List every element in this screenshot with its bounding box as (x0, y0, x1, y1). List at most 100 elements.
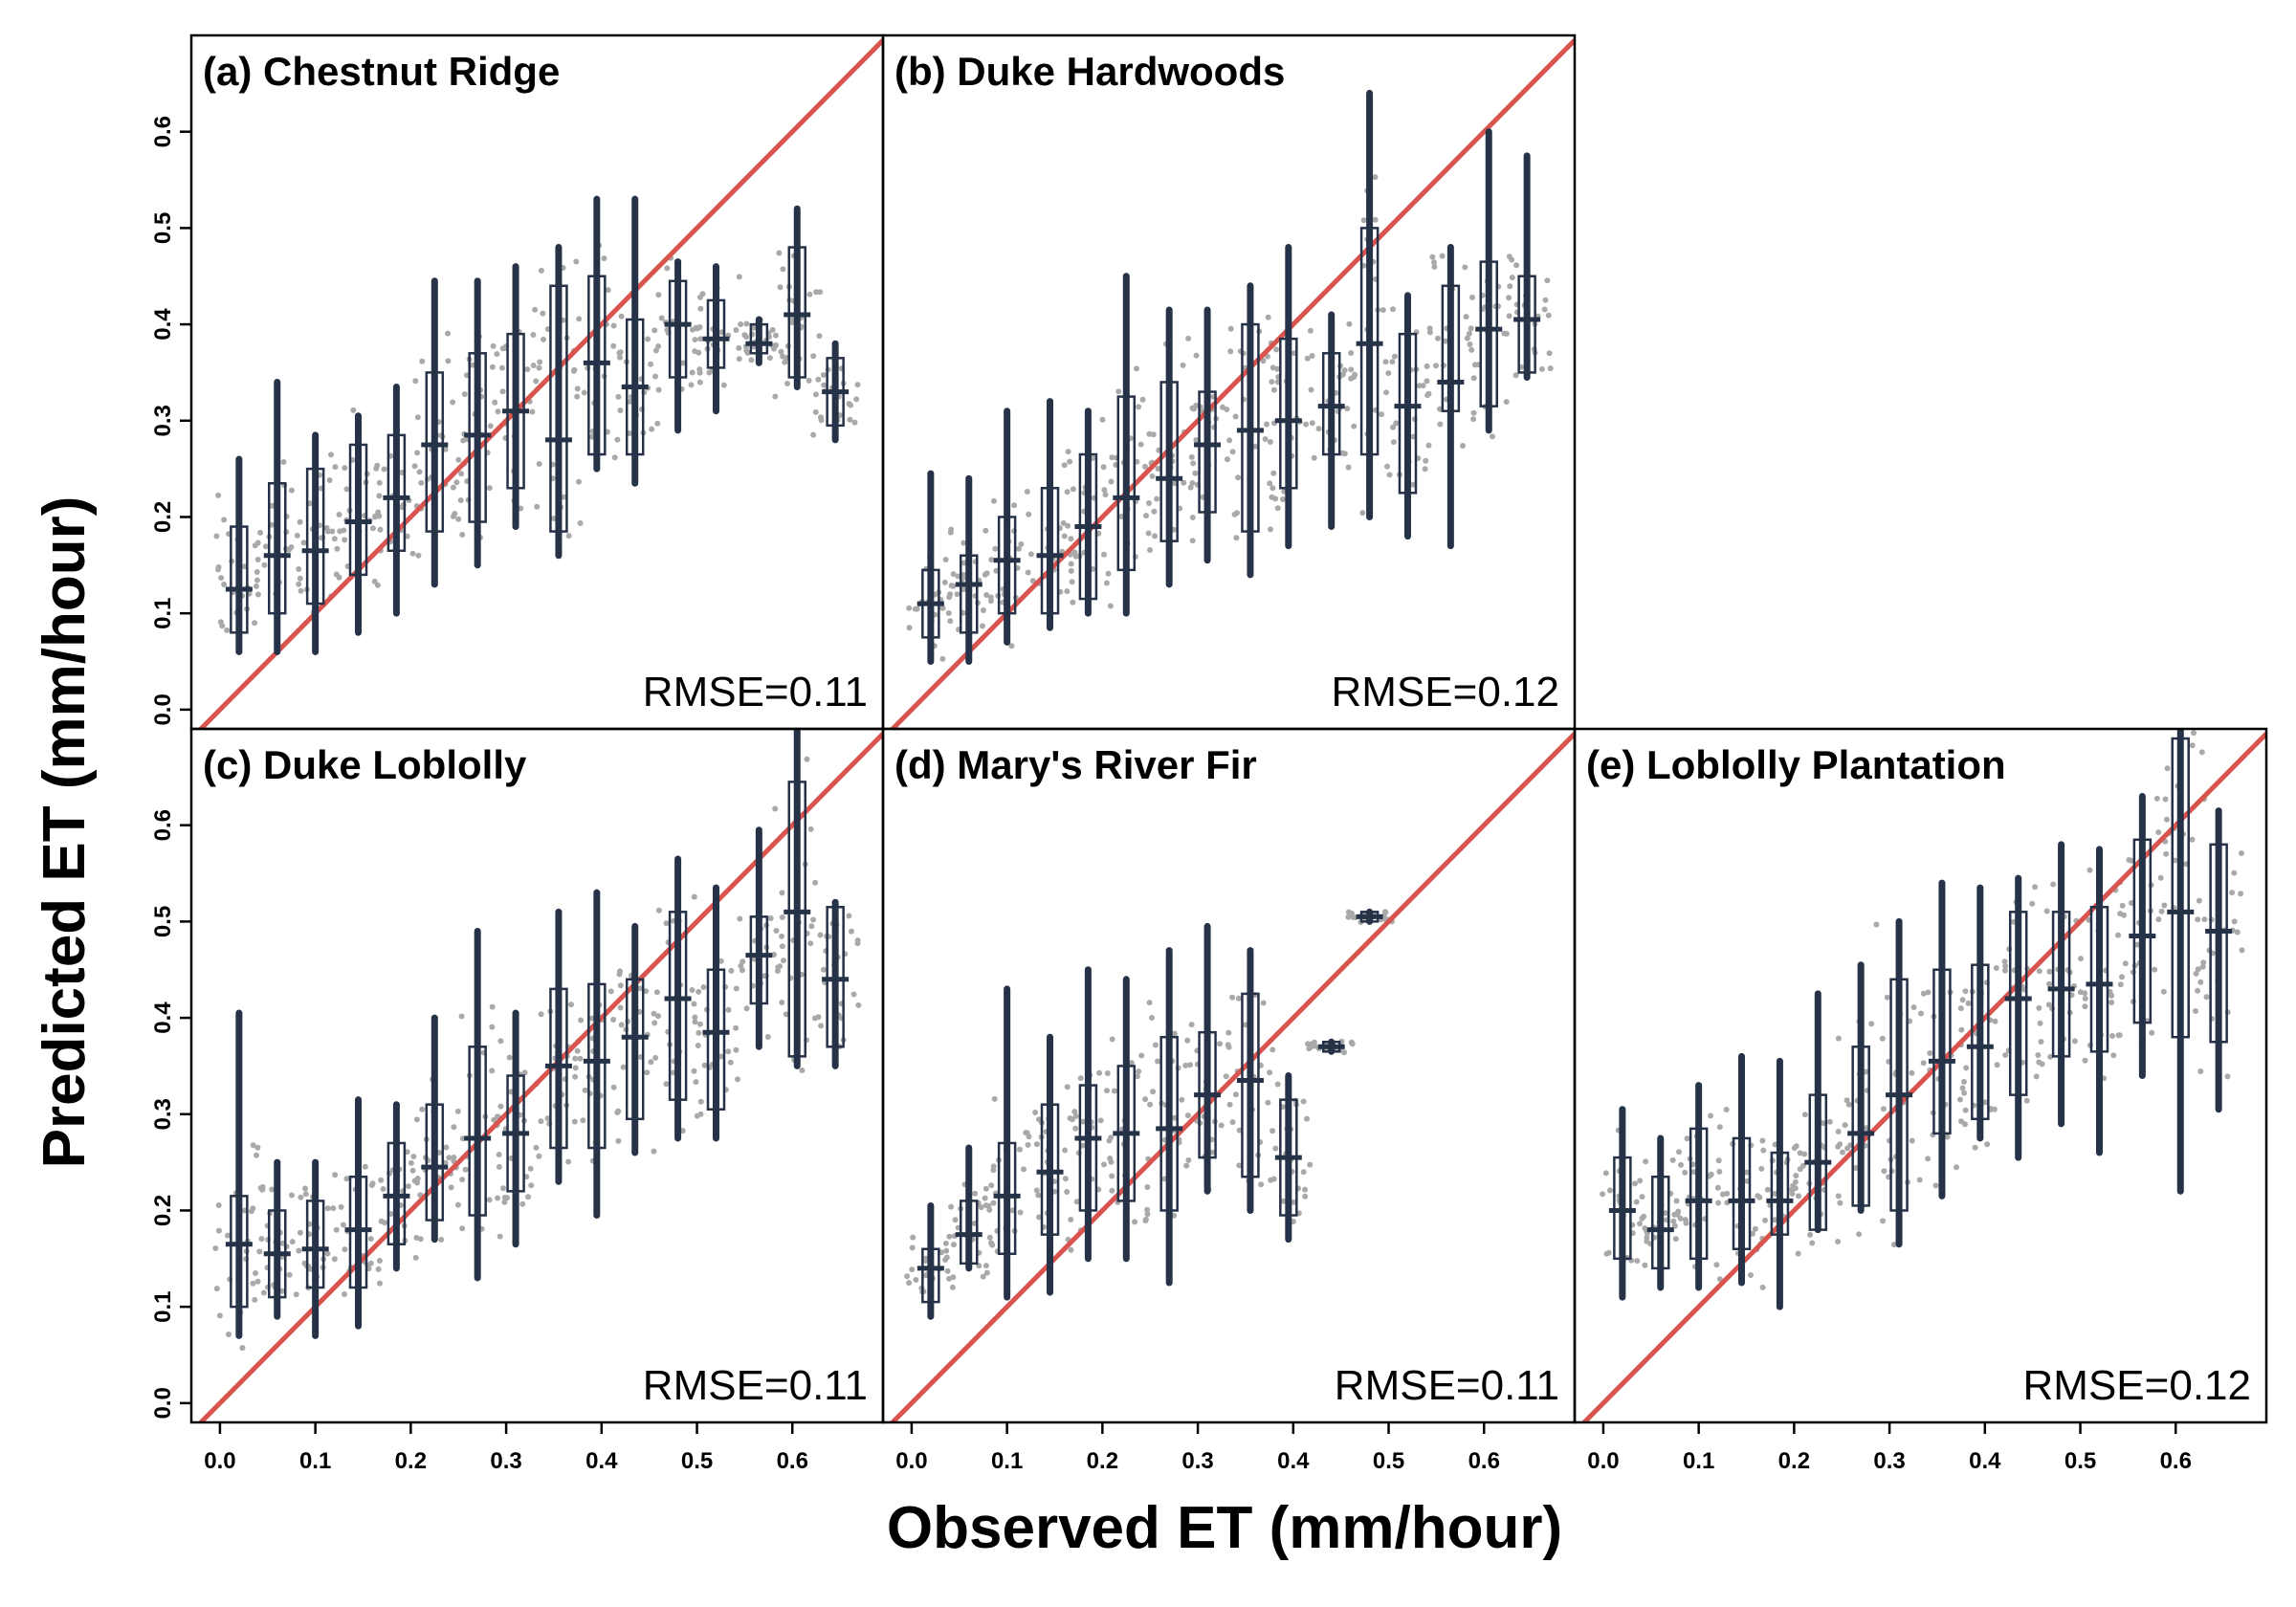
data-point (442, 1159, 449, 1166)
data-point (2035, 1052, 2042, 1058)
data-point (1410, 481, 1417, 488)
data-point (1217, 1041, 1223, 1047)
data-point (692, 1019, 698, 1025)
data-point (338, 1203, 344, 1210)
data-point (818, 414, 824, 421)
box-iqr (348, 1175, 368, 1289)
data-point (1944, 1134, 1951, 1140)
data-point (376, 479, 383, 486)
data-point (328, 451, 334, 458)
data-point (2197, 1068, 2204, 1074)
data-point (951, 1242, 957, 1248)
y-tick-label: 0.2 (150, 501, 176, 533)
data-point (489, 1068, 496, 1074)
data-point (1229, 994, 1236, 1001)
data-point (655, 907, 662, 914)
data-point (847, 416, 853, 423)
box-iqr (386, 433, 407, 552)
data-point (297, 1229, 303, 1236)
box-iqr (706, 968, 726, 1111)
data-point (1069, 579, 1075, 585)
data-point (300, 539, 307, 546)
box-iqr (960, 554, 979, 634)
data-point (689, 987, 695, 993)
box-iqr (2209, 843, 2228, 1044)
data-point (288, 487, 295, 494)
data-point (1062, 1147, 1069, 1154)
data-point (1024, 1130, 1030, 1136)
data-point (982, 1263, 989, 1269)
data-point (342, 1291, 347, 1297)
data-point (743, 1005, 750, 1012)
data-point (1139, 396, 1146, 403)
data-point (1429, 253, 1436, 260)
box-iqr (305, 1200, 325, 1289)
data-point (2071, 1038, 2078, 1045)
data-point (1962, 1121, 1968, 1128)
data-point (582, 1087, 588, 1093)
data-point (725, 1006, 732, 1013)
data-point (697, 305, 704, 312)
data-point (376, 1258, 383, 1264)
data-point (412, 1254, 419, 1261)
data-point (490, 342, 497, 349)
data-point (627, 430, 632, 436)
data-point (743, 320, 750, 327)
data-point (405, 1183, 411, 1190)
boxplot-6 (1804, 990, 1832, 1234)
data-point (362, 1163, 368, 1170)
panel-frame (1573, 727, 2268, 1424)
box-iqr (1398, 332, 1418, 495)
data-point (779, 933, 784, 939)
box-iqr (787, 781, 806, 1058)
data-point (988, 1241, 995, 1247)
data-point (1916, 1177, 1923, 1183)
data-point (1073, 1199, 1080, 1205)
boxplot-15 (784, 205, 811, 391)
data-point (537, 359, 543, 365)
data-point (617, 982, 624, 989)
data-point (982, 1185, 989, 1192)
y-axis: 0.0 0.1 0.2 0.3 0.4 0.5 0.6 (150, 116, 191, 726)
data-point (576, 316, 583, 322)
data-point (577, 520, 584, 526)
data-point (812, 391, 819, 398)
data-point (538, 1011, 544, 1018)
data-point (807, 826, 814, 832)
data-point (540, 310, 546, 317)
data-point (960, 586, 967, 593)
data-point (983, 570, 990, 577)
data-point (777, 963, 784, 970)
data-point (1260, 358, 1267, 364)
data-point (1384, 463, 1390, 470)
boxplot-8 (502, 263, 530, 531)
data-point (1149, 1015, 1155, 1021)
data-point (269, 1186, 276, 1193)
data-point (2234, 929, 2241, 936)
data-point (1389, 359, 1396, 365)
data-point (982, 1195, 988, 1201)
data-point (525, 1194, 532, 1200)
data-point (297, 518, 303, 525)
boxplot-5 (1074, 966, 1102, 1263)
box-iqr (997, 516, 1017, 615)
boxplot-7 (1156, 947, 1183, 1287)
data-point (451, 1124, 457, 1131)
data-point (256, 1248, 263, 1255)
data-point (1152, 533, 1159, 539)
boxplot-9 (544, 244, 572, 560)
data-point (1290, 1219, 1296, 1224)
data-point (1713, 1262, 1720, 1268)
y-tick-label: 0.3 (150, 405, 176, 436)
data-point (645, 336, 651, 342)
data-point (350, 407, 357, 413)
data-point (780, 266, 786, 273)
boxplot-9 (1236, 947, 1264, 1214)
data-point (983, 592, 990, 598)
data-point (1425, 442, 1432, 449)
data-point (1682, 1169, 1689, 1176)
panel-title: (c) Duke Loblolly (203, 742, 527, 787)
data-point (1789, 1190, 1796, 1197)
box-iqr (1159, 381, 1179, 542)
data-point (1390, 424, 1396, 430)
